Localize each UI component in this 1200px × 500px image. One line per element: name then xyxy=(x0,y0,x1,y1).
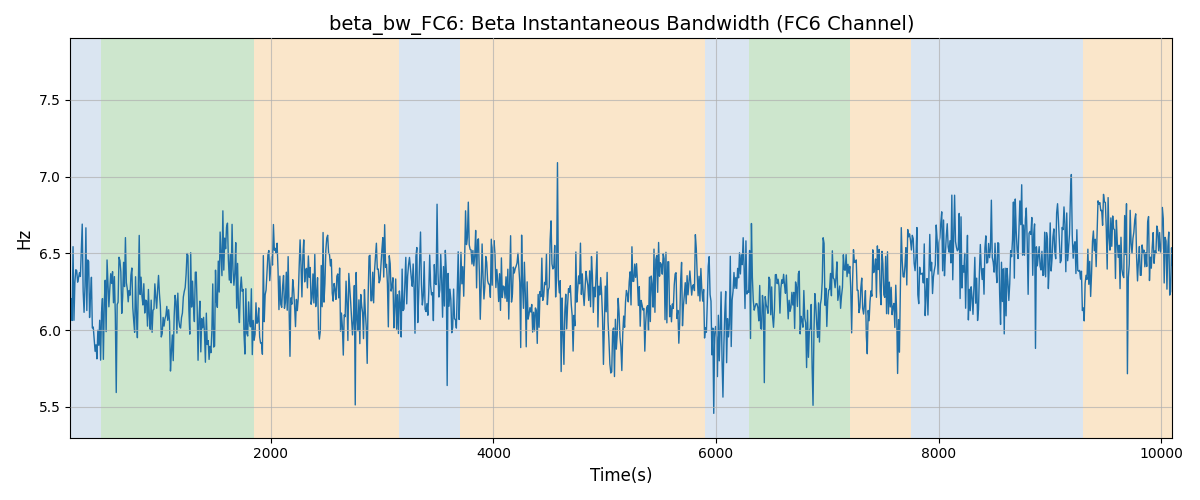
Y-axis label: Hz: Hz xyxy=(16,228,34,248)
Bar xyxy=(1084,38,1172,438)
Bar xyxy=(749,38,850,438)
Bar xyxy=(460,38,704,438)
Bar xyxy=(850,38,911,438)
Bar xyxy=(71,38,102,438)
Bar xyxy=(254,38,398,438)
Bar xyxy=(704,38,749,438)
X-axis label: Time(s): Time(s) xyxy=(590,467,653,485)
Bar xyxy=(398,38,460,438)
Bar xyxy=(102,38,254,438)
Bar xyxy=(911,38,1084,438)
Title: beta_bw_FC6: Beta Instantaneous Bandwidth (FC6 Channel): beta_bw_FC6: Beta Instantaneous Bandwidt… xyxy=(329,15,914,35)
